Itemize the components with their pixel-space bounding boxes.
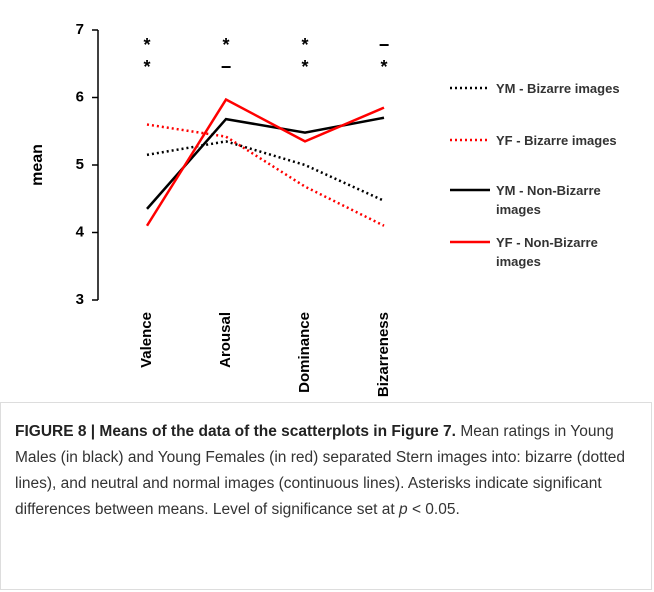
significance-marker: * [143,57,150,77]
y-tick-label: 3 [76,291,84,308]
y-tick-label: 6 [76,88,84,105]
legend-item: YM - Bizarre images [450,79,646,98]
x-tick-label: Bizarreness [375,312,392,397]
chart: mean 34567Valence**Arousal*−Dominance**B… [29,21,392,397]
legend-item: YF - Non-Bizarre images [450,233,646,271]
significance-marker: − [221,57,232,77]
series-line [146,123,385,227]
legend-swatch [450,188,490,192]
significance-marker: * [380,57,387,77]
y-axis-label: mean [29,144,46,186]
significance-marker: * [222,35,229,55]
y-tick-label: 7 [76,21,84,38]
legend-item: YF - Bizarre images [450,131,646,150]
legend-label: YM - Bizarre images [496,81,620,96]
legend-swatch [450,240,490,244]
y-tick-label: 5 [76,156,84,173]
x-tick-label: Arousal [217,312,234,368]
significance-marker: * [301,35,308,55]
legend-label: YM - Non-Bizarre images [496,183,601,217]
caption-text: Mean ratings in Young Males (in black) a… [15,423,625,518]
x-tick-label: Dominance [296,312,313,393]
legend-label: YF - Bizarre images [496,133,617,148]
significance-marker: − [379,35,390,55]
threshold: < 0.05. [411,501,460,518]
series-line [146,140,385,202]
series-line [146,116,385,210]
caption: FIGURE 8 | Means of the data of the scat… [0,402,652,590]
legend-label: YF - Non-Bizarre images [496,235,598,269]
series-line [145,97,385,227]
x-tick-label: Valence [138,312,155,368]
p-symbol: p [399,501,408,518]
legend-item: YM - Non-Bizarre images [450,181,646,219]
legend-swatch [450,86,490,90]
caption-label: FIGURE 8 | Means of the data of the scat… [15,423,456,440]
legend-swatch [450,138,490,142]
y-tick-label: 4 [76,223,85,240]
significance-marker: * [143,35,150,55]
significance-marker: * [301,57,308,77]
